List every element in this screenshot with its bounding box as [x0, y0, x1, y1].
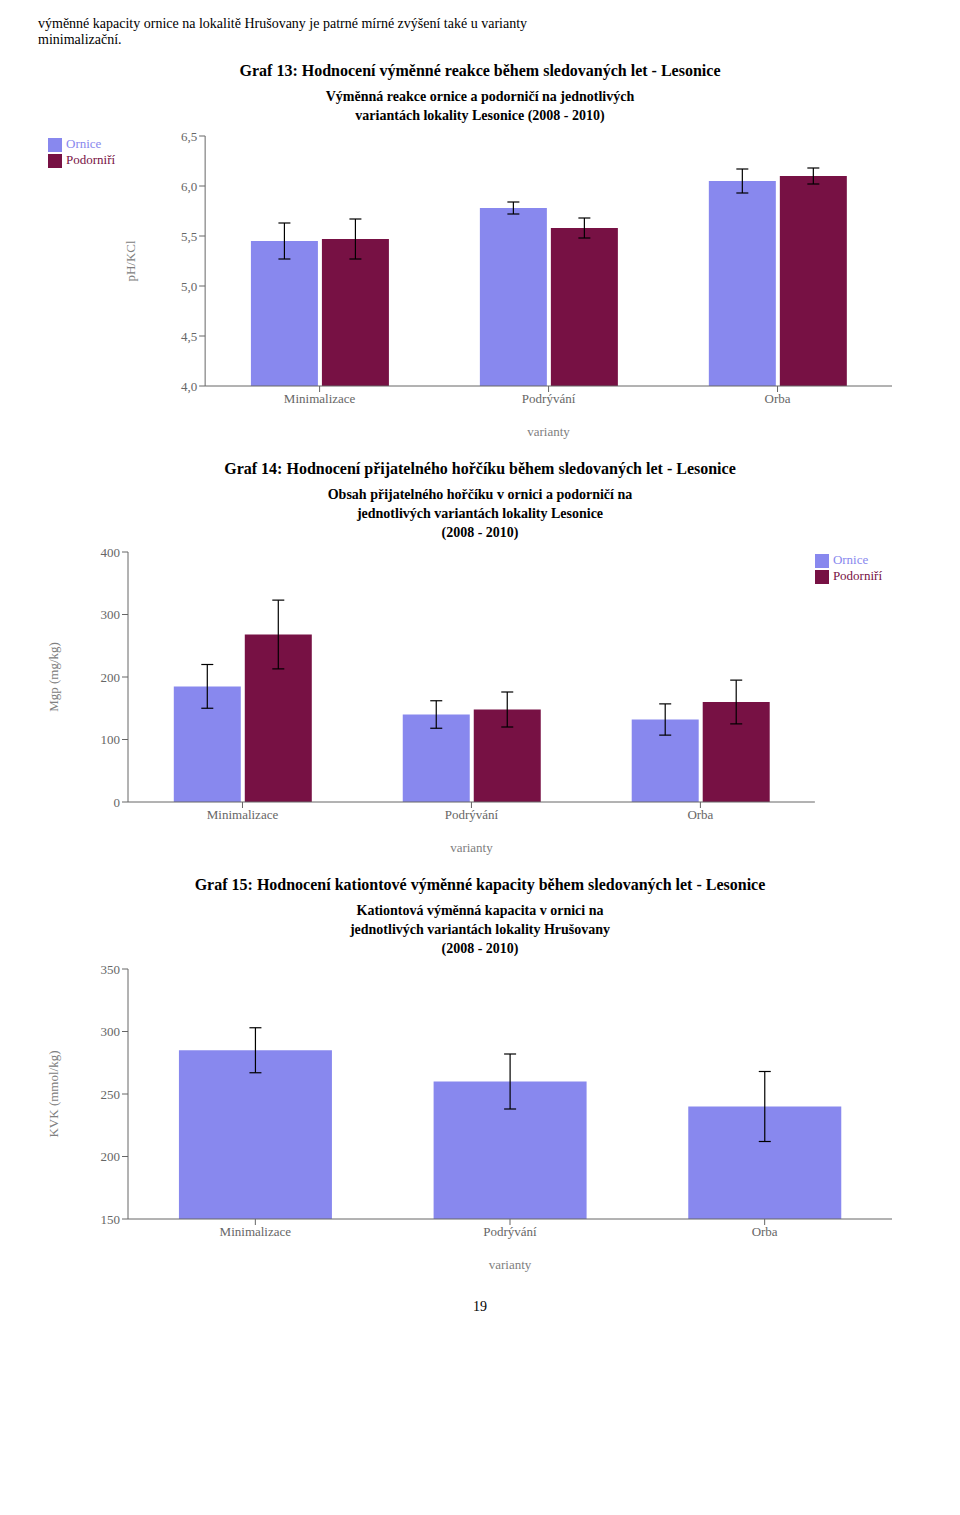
svg-text:350: 350 [101, 962, 121, 977]
html-text:Ornice: Ornice [66, 135, 102, 151]
svg-text:Orba: Orba [752, 1224, 778, 1239]
svg-text:Minimalizace: Minimalizace [207, 808, 279, 823]
svg-text:Podrývání: Podrývání [522, 391, 576, 406]
svg-text:400: 400 [101, 545, 121, 560]
svg-text:pH/KCl: pH/KCl [123, 240, 138, 282]
html-text:Ornice: Ornice [832, 552, 869, 568]
svg-text:Orba: Orba [687, 808, 713, 823]
svg-text:6,0: 6,0 [181, 178, 197, 193]
svg-text:varianty: varianty [489, 1257, 532, 1272]
html-text:Graf 15: Hodnocení kationtové: Graf 15: Hodnocení kationtové výměnné ka… [194, 876, 766, 894]
svg-text:Minimalizace: Minimalizace [220, 1224, 292, 1239]
html-text:Podorniří: Podorniří [832, 568, 882, 584]
svg-text:varianty: varianty [527, 424, 570, 439]
html-text:Obsah přijatelného hořčíku v o: Obsah přijatelného hořčíku v ornici a po… [327, 486, 633, 540]
html-text:Kationtová výměnná kapacita v: Kationtová výměnná kapacita v ornici na … [349, 903, 611, 957]
svg-text:KVK (mmol/kg): KVK (mmol/kg) [46, 1051, 61, 1138]
svg-text:6,5: 6,5 [181, 128, 197, 143]
svg-text:Podrývání: Podrývání [445, 808, 499, 823]
html-text:Výměnná reakce ornice a podorn: Výměnná reakce ornice a podorničí na jed… [325, 89, 635, 123]
svg-text:Podrývání: Podrývání [483, 1224, 537, 1239]
svg-text:100: 100 [101, 733, 121, 748]
svg-text:varianty: varianty [450, 840, 493, 855]
svg-text:4,5: 4,5 [181, 328, 197, 343]
html-text:Podorniří: Podorniří [66, 151, 116, 167]
svg-text:200: 200 [101, 670, 121, 685]
svg-text:Mgp (mg/kg): Mgp (mg/kg) [46, 643, 61, 713]
html-text:výměnné kapacity ornice na lok: výměnné kapacity ornice na lokalitě Hruš… [38, 16, 527, 31]
html-text:19: 19 [473, 1299, 487, 1315]
html-text:Graf 13: Hodnocení výměnné rea: Graf 13: Hodnocení výměnné reakce během … [239, 62, 721, 79]
html-text:minimalizační.: minimalizační. [38, 32, 122, 47]
svg-text:Orba: Orba [765, 391, 791, 406]
svg-text:300: 300 [101, 608, 121, 623]
html-text:Graf 14: Hodnocení přijatelnéh: Graf 14: Hodnocení přijatelného hořčíku … [224, 459, 736, 477]
svg-text:150: 150 [101, 1212, 121, 1227]
svg-text:Minimalizace: Minimalizace [284, 391, 356, 406]
svg-text:5,5: 5,5 [181, 228, 197, 243]
svg-text:300: 300 [101, 1024, 121, 1039]
svg-text:4,0: 4,0 [181, 378, 197, 393]
svg-text:200: 200 [101, 1149, 121, 1164]
svg-text:0: 0 [114, 795, 121, 810]
svg-text:5,0: 5,0 [181, 278, 197, 293]
svg-text:250: 250 [101, 1087, 121, 1102]
